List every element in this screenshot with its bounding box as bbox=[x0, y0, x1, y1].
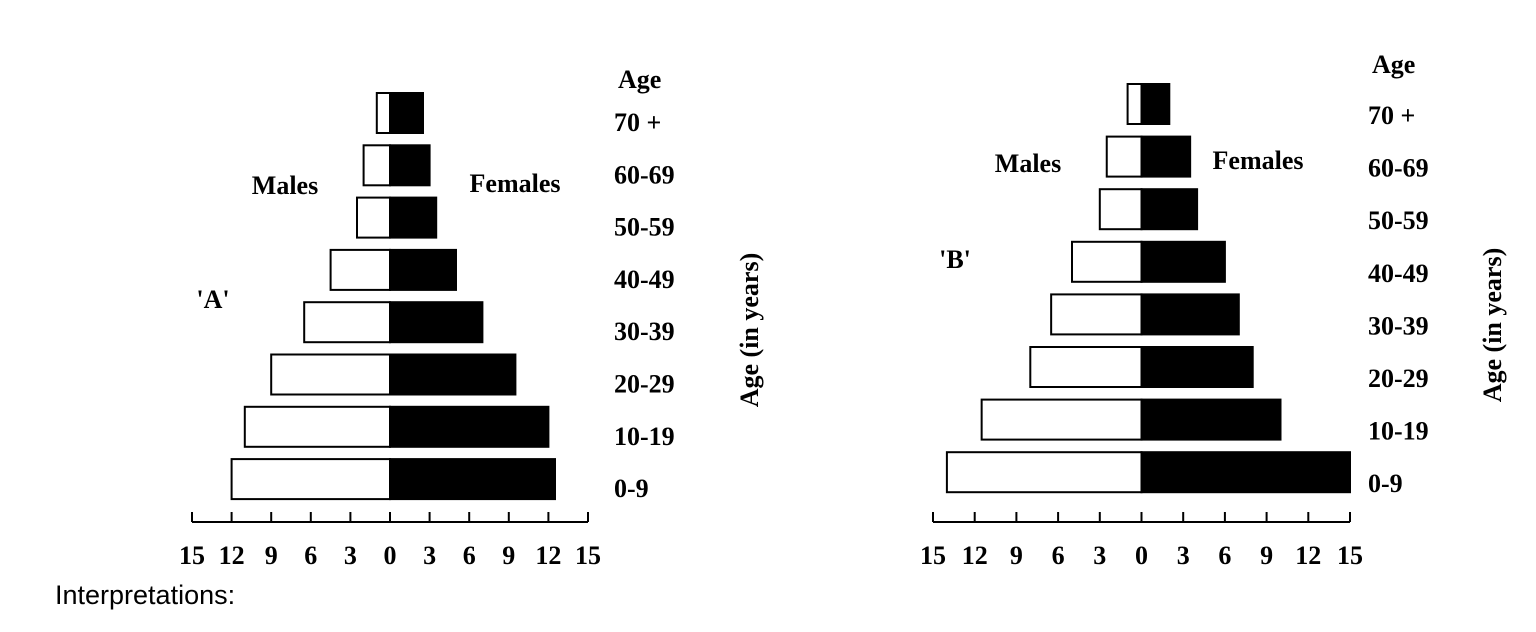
bar bbox=[389, 248, 457, 291]
x-tick-label: 15 bbox=[1337, 541, 1363, 570]
x-tick-label: 0 bbox=[384, 541, 397, 570]
bar bbox=[1098, 188, 1143, 231]
bar bbox=[1140, 293, 1240, 336]
bar bbox=[1140, 188, 1199, 231]
bar bbox=[980, 398, 1143, 441]
age-header: Age bbox=[618, 65, 661, 94]
x-tick-label: 6 bbox=[304, 541, 317, 570]
chart-label: 'B' bbox=[939, 245, 971, 274]
bar bbox=[362, 144, 392, 187]
legend-label: Males bbox=[995, 149, 1061, 178]
bar bbox=[1071, 240, 1143, 283]
bar bbox=[389, 405, 550, 448]
category-label: 50-59 bbox=[614, 213, 675, 242]
bar bbox=[303, 301, 392, 344]
category-label: 70 + bbox=[1368, 101, 1415, 130]
category-label: 20-29 bbox=[1368, 364, 1429, 393]
legend-label: Females bbox=[470, 169, 561, 198]
bar bbox=[389, 458, 556, 501]
x-tick-label: 12 bbox=[1295, 541, 1321, 570]
bar bbox=[1140, 83, 1171, 125]
bar bbox=[1029, 346, 1143, 388]
bar bbox=[329, 248, 392, 291]
age-header: Age bbox=[1372, 50, 1415, 79]
bar bbox=[1140, 135, 1192, 178]
bar bbox=[1105, 135, 1143, 178]
caption: Interpretations: bbox=[55, 580, 235, 610]
x-tick-label: 9 bbox=[502, 541, 515, 570]
bar bbox=[230, 458, 391, 501]
x-tick-label: 3 bbox=[344, 541, 357, 570]
bar bbox=[356, 196, 391, 239]
x-tick-label: 6 bbox=[463, 541, 476, 570]
x-tick-label: 12 bbox=[962, 541, 988, 570]
bar bbox=[389, 92, 424, 134]
x-tick-label: 15 bbox=[920, 541, 946, 570]
x-tick-label: 15 bbox=[179, 541, 205, 570]
category-label: 30-39 bbox=[614, 317, 675, 346]
x-tick-label: 3 bbox=[1177, 541, 1190, 570]
legend-label: Males bbox=[252, 171, 318, 200]
legend-label: Females bbox=[1213, 146, 1304, 175]
bar bbox=[270, 353, 392, 396]
category-label: 60-69 bbox=[614, 160, 675, 189]
bar bbox=[389, 301, 484, 344]
category-label: 60-69 bbox=[1368, 154, 1429, 183]
bar bbox=[1050, 293, 1143, 336]
bar bbox=[375, 92, 391, 134]
category-label: 20-29 bbox=[614, 369, 675, 398]
y-axis-label: Age (in years) bbox=[1478, 248, 1507, 403]
category-label: 30-39 bbox=[1368, 311, 1429, 340]
x-tick-label: 3 bbox=[1093, 541, 1106, 570]
category-label: 0-9 bbox=[614, 474, 649, 503]
bar bbox=[1140, 346, 1254, 388]
x-tick-label: 6 bbox=[1218, 541, 1231, 570]
x-tick-label: 12 bbox=[219, 541, 245, 570]
y-axis-label: Age (in years) bbox=[735, 253, 764, 408]
x-tick-label: 6 bbox=[1052, 541, 1065, 570]
category-label: 40-49 bbox=[1368, 259, 1429, 288]
category-label: 70 + bbox=[614, 108, 661, 137]
x-tick-label: 15 bbox=[575, 541, 601, 570]
x-tick-label: 9 bbox=[1010, 541, 1023, 570]
x-tick-label: 9 bbox=[265, 541, 278, 570]
bar bbox=[1140, 240, 1226, 283]
x-tick-label: 3 bbox=[423, 541, 436, 570]
bar bbox=[243, 405, 391, 448]
category-label: 50-59 bbox=[1368, 206, 1429, 235]
category-label: 10-19 bbox=[1368, 417, 1429, 446]
x-tick-label: 0 bbox=[1135, 541, 1148, 570]
bar bbox=[389, 144, 431, 187]
bar bbox=[389, 196, 438, 239]
x-tick-label: 9 bbox=[1260, 541, 1273, 570]
category-label: 40-49 bbox=[614, 265, 675, 294]
bar bbox=[1126, 83, 1143, 125]
bar bbox=[1140, 398, 1282, 441]
x-tick-label: 12 bbox=[535, 541, 561, 570]
category-label: 0-9 bbox=[1368, 469, 1403, 498]
bar bbox=[389, 353, 517, 396]
bar bbox=[1140, 451, 1351, 494]
category-label: 10-19 bbox=[614, 422, 675, 451]
bar bbox=[945, 451, 1143, 494]
chart-label: 'A' bbox=[196, 285, 229, 314]
